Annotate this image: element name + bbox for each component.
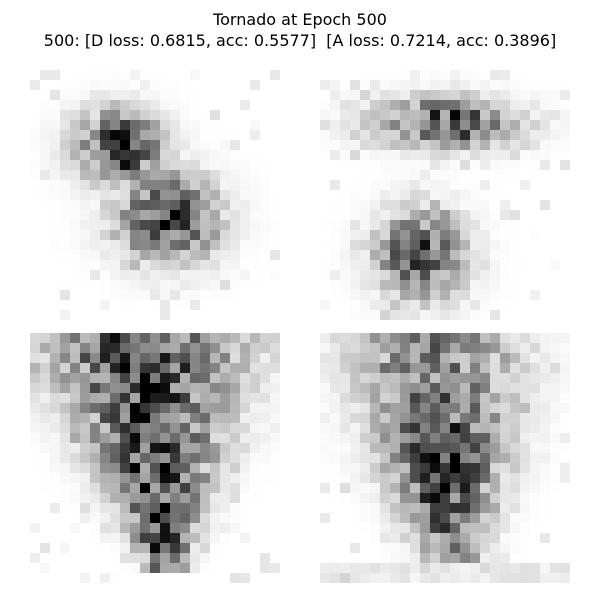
- sample-image-2-canvas: [320, 70, 570, 320]
- sample-image-2: [320, 70, 570, 320]
- title-line-2: 500: [D loss: 0.6815, acc: 0.5577] [A lo…: [43, 31, 557, 50]
- sample-image-3-canvas: [30, 333, 280, 583]
- title-line-1: Tornado at Epoch 500: [213, 10, 387, 29]
- figure-title: Tornado at Epoch 500 500: [D loss: 0.681…: [0, 9, 600, 51]
- sample-image-1-canvas: [30, 70, 280, 320]
- sample-image-4-canvas: [320, 333, 570, 583]
- sample-image-3: [30, 333, 280, 583]
- sample-image-4: [320, 333, 570, 583]
- sample-image-1: [30, 70, 280, 320]
